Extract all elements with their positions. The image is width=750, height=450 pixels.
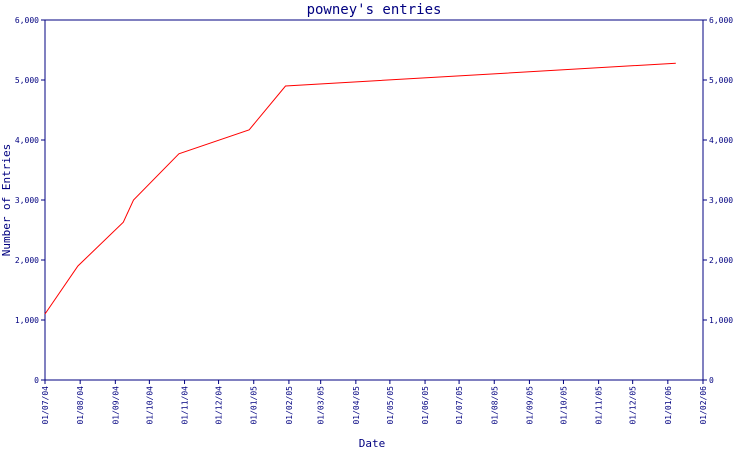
y2-tick-label: 0	[709, 376, 714, 385]
x-tick-label: 01/03/05	[317, 386, 326, 425]
x-tick-label: 01/05/05	[386, 386, 395, 425]
data-line	[44, 62, 676, 315]
y-tick-label: 5,000	[15, 76, 39, 85]
x-tick-label: 01/10/05	[559, 386, 568, 425]
y-tick-label: 3,000	[15, 196, 39, 205]
x-tick-label: 01/11/05	[595, 386, 604, 425]
y2-tick-label: 4,000	[709, 136, 733, 145]
x-tick-label: 01/12/04	[215, 386, 224, 425]
y-tick-label: 1,000	[15, 316, 39, 325]
x-tick-label: 01/01/06	[664, 386, 673, 425]
x-tick-label: 01/09/05	[525, 386, 534, 425]
x-tick-label: 01/11/04	[181, 386, 190, 425]
y-tick-label: 0	[34, 376, 39, 385]
x-tick-label: 01/04/05	[352, 386, 361, 425]
x-tick-label: 01/01/05	[250, 386, 259, 425]
x-tick-label: 01/08/04	[76, 386, 85, 425]
y-tick-label: 2,000	[15, 256, 39, 265]
y-axis-label: Number of Entries	[0, 144, 13, 257]
y-tick-label: 4,000	[15, 136, 39, 145]
x-tick-label: 01/02/05	[285, 386, 294, 425]
x-axis-label: Date	[359, 437, 386, 450]
x-tick-label: 01/12/05	[629, 386, 638, 425]
x-tick-label: 01/08/05	[490, 386, 499, 425]
y-tick-label: 6,000	[15, 16, 39, 25]
y2-tick-label: 2,000	[709, 256, 733, 265]
chart-title: powney's entries	[307, 2, 442, 18]
x-tick-label: 01/06/05	[421, 386, 430, 425]
plot-frame	[44, 19, 704, 381]
y2-tick-label: 1,000	[709, 316, 733, 325]
x-tick-label: 01/07/04	[41, 386, 50, 425]
y2-tick-label: 6,000	[709, 16, 733, 25]
x-tick-label: 01/07/05	[455, 386, 464, 425]
y2-tick-label: 3,000	[709, 196, 733, 205]
x-tick-label: 01/10/04	[145, 386, 154, 425]
x-tick-label: 01/09/04	[111, 386, 120, 425]
y2-tick-label: 5,000	[709, 76, 733, 85]
x-tick-label: 01/02/06	[699, 386, 708, 425]
